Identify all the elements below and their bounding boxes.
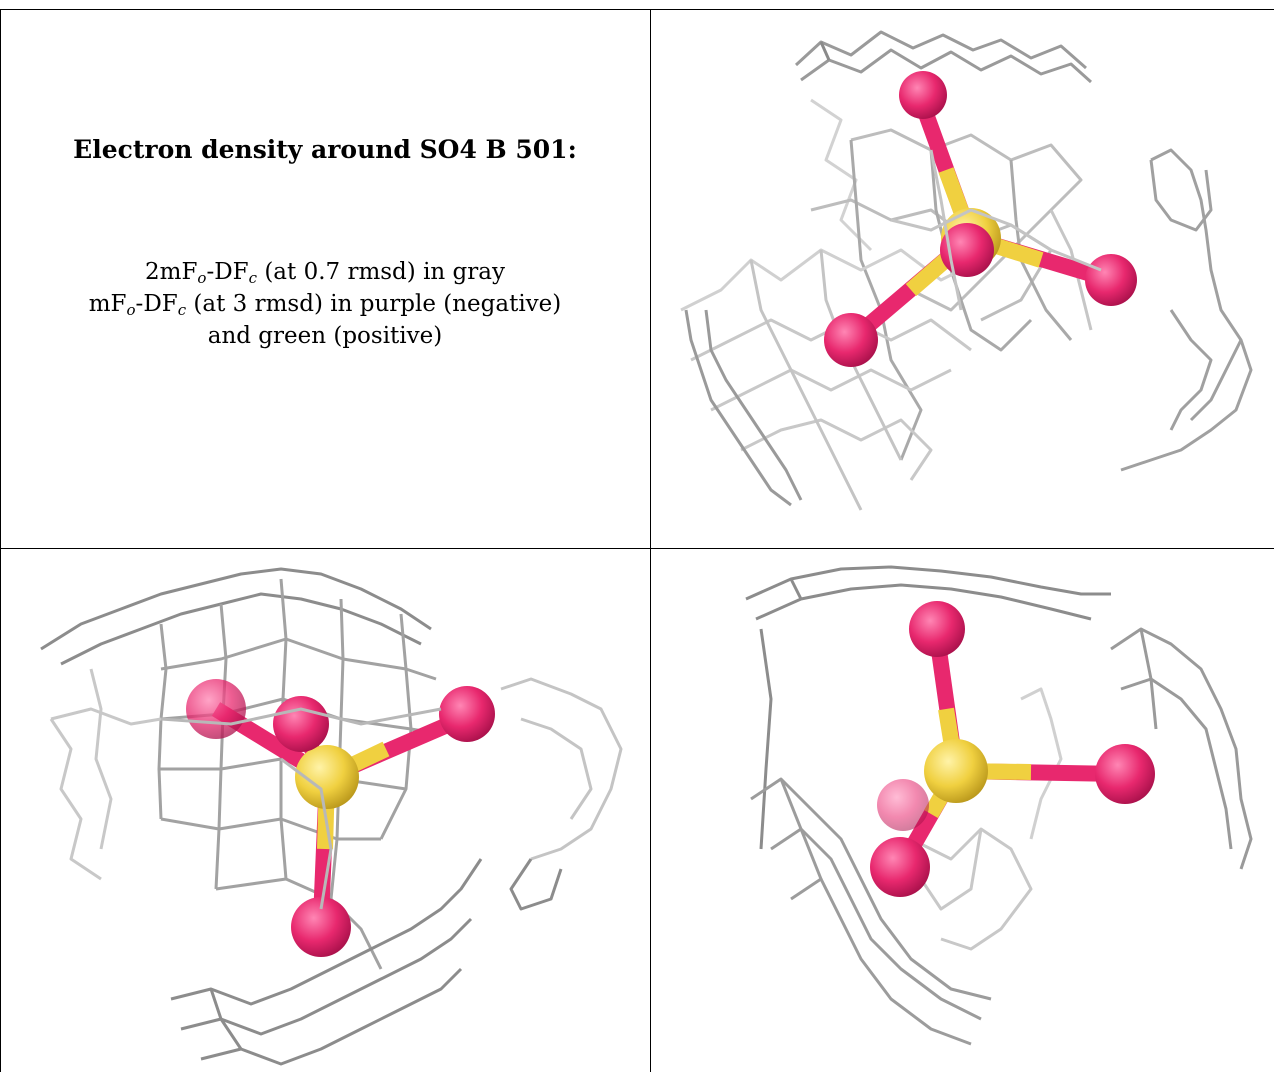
density-panel-top-right [651, 10, 1274, 548]
oxygen-atom [870, 837, 930, 897]
density-view-top-right [680, 30, 1253, 511]
density-mesh-front [890, 149, 1102, 311]
oxygen-atom [909, 601, 965, 657]
table-border-left [0, 9, 1, 1072]
sulfur-atom [924, 739, 988, 803]
density-mesh-front [160, 707, 442, 910]
table-divider-vertical [650, 9, 651, 1072]
oxygen-atom [1095, 744, 1155, 804]
density-view-bottom-right [745, 565, 1253, 1046]
oxygen-atom [291, 897, 351, 957]
legend-line-fo-fc: mFo-DFc (at 3 rmsd) in purple (negative) [88, 291, 562, 319]
table-border-top [0, 9, 1274, 10]
density-view-bottom-left [40, 567, 623, 1066]
oxygen-atom [940, 223, 994, 277]
density-panel-bottom-right [651, 549, 1274, 1072]
legend-line-2fo-fc: 2mFo-DFc (at 0.7 rmsd) in gray [145, 259, 505, 287]
sulfate-molecule [870, 601, 1155, 897]
density-mesh [745, 565, 1253, 1046]
sulfur-atom [295, 745, 359, 809]
oxygen-atom [899, 71, 947, 119]
oxygen-atom [439, 686, 495, 742]
oxygen-atom [273, 696, 329, 752]
sulfate-molecule [186, 679, 495, 957]
oxygen-atom [877, 779, 929, 831]
oxygen-atom [186, 679, 246, 739]
density-mesh [40, 567, 623, 1066]
map-legend: 2mFo-DFc (at 0.7 rmsd) in gray mFo-DFc (… [0, 256, 650, 352]
oxygen-atom [824, 313, 878, 367]
table-divider-horizontal [0, 548, 1274, 549]
density-panel-bottom-left [1, 549, 650, 1072]
oxygen-atom [1085, 254, 1137, 306]
info-cell: Electron density around SO4 B 501: 2mFo-… [0, 10, 650, 548]
figure-title: Electron density around SO4 B 501: [73, 135, 577, 164]
legend-line-colors: and green (positive) [207, 323, 443, 349]
